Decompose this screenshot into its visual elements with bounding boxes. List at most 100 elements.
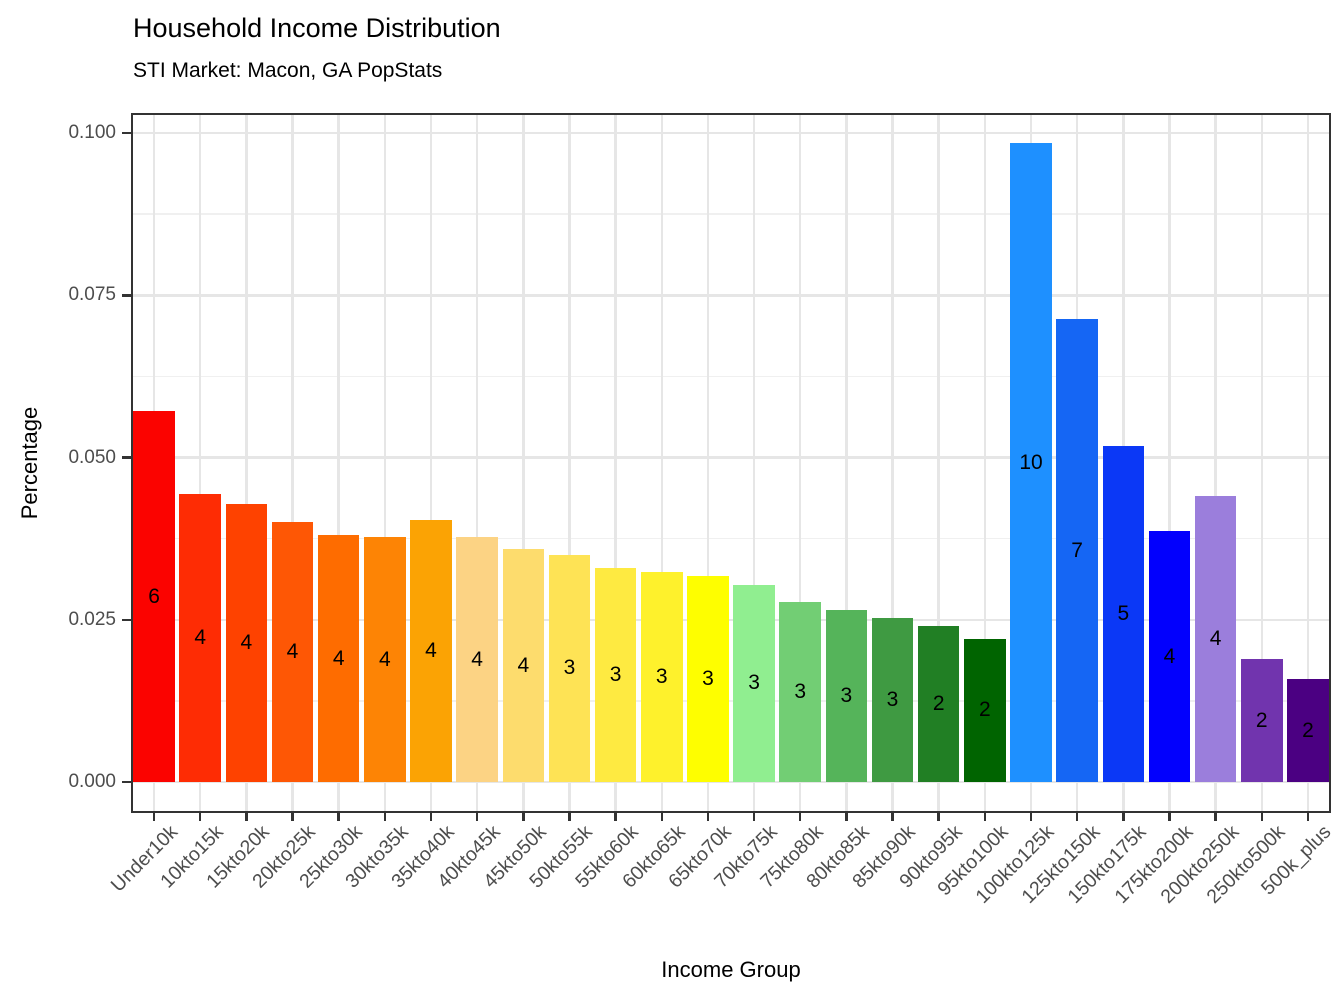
bar-65kto70k bbox=[687, 575, 729, 782]
bar-15kto20k bbox=[225, 504, 268, 782]
x-tick-mark bbox=[245, 813, 248, 821]
x-tick-mark bbox=[383, 813, 387, 821]
bar-20kto25k bbox=[271, 521, 314, 782]
y-major-gridline bbox=[131, 131, 1331, 135]
bar-value-label: 3 bbox=[702, 666, 714, 690]
bar-value-label: 3 bbox=[886, 687, 899, 711]
bar-10kto15k bbox=[179, 493, 221, 782]
x-major-gridline bbox=[568, 113, 571, 813]
bar-value-label: 2 bbox=[978, 698, 991, 722]
bar-150kto175k bbox=[1102, 445, 1145, 782]
bar-value-label: 3 bbox=[840, 684, 853, 707]
y-major-gridline bbox=[131, 294, 1331, 297]
bar-35kto40k bbox=[410, 519, 452, 782]
bar-value-label: 6 bbox=[148, 584, 160, 608]
bar-value-label: 3 bbox=[655, 665, 668, 689]
bar-value-label: 4 bbox=[425, 638, 437, 662]
y-tick-label: 0.000 bbox=[68, 771, 116, 792]
bar-85kto90k bbox=[871, 617, 914, 782]
bar-value-label: 4 bbox=[1163, 644, 1176, 668]
x-tick-mark bbox=[291, 813, 294, 821]
y-tick-label: 0.100 bbox=[68, 122, 116, 143]
x-tick-mark bbox=[614, 813, 617, 821]
x-tick-mark bbox=[1214, 813, 1217, 821]
x-major-gridline bbox=[614, 113, 617, 813]
bar-value-label: 4 bbox=[194, 625, 207, 649]
x-major-gridline bbox=[798, 113, 802, 813]
bar-175kto200k bbox=[1148, 531, 1191, 782]
x-major-gridline bbox=[1168, 113, 1171, 813]
x-major-gridline bbox=[845, 113, 848, 813]
x-tick-mark bbox=[752, 813, 756, 821]
bar-value-label: 4 bbox=[286, 639, 299, 663]
bar-55kto60k bbox=[594, 568, 637, 782]
bar-30kto35k bbox=[364, 537, 406, 782]
y-minor-gridline bbox=[131, 375, 1331, 378]
x-tick-mark bbox=[1029, 813, 1033, 821]
x-tick-mark bbox=[1260, 813, 1264, 821]
x-tick-mark bbox=[568, 813, 571, 821]
y-major-gridline bbox=[131, 456, 1331, 459]
x-major-gridline bbox=[706, 113, 710, 813]
y-major-gridline bbox=[131, 618, 1331, 621]
bar-value-label: 4 bbox=[517, 653, 530, 677]
bar-value-label: 4 bbox=[240, 631, 253, 655]
x-tick-mark bbox=[475, 813, 479, 821]
x-tick-mark bbox=[1122, 813, 1125, 821]
x-tick-mark bbox=[1168, 813, 1171, 821]
bar-value-label: 2 bbox=[1302, 718, 1314, 742]
bar-95kto100k bbox=[964, 638, 1006, 782]
y-minor-gridline bbox=[131, 700, 1331, 702]
x-tick-mark bbox=[198, 813, 202, 821]
bar-500k_plus bbox=[1287, 679, 1329, 782]
x-major-gridline bbox=[937, 113, 940, 813]
x-tick-mark bbox=[798, 813, 802, 821]
bar-75kto80k bbox=[779, 601, 821, 782]
y-tick-mark bbox=[122, 294, 131, 297]
bar-90kto95k bbox=[917, 626, 960, 782]
x-major-gridline bbox=[660, 113, 664, 813]
x-major-gridline bbox=[383, 113, 387, 813]
x-major-gridline bbox=[891, 113, 894, 813]
x-major-gridline bbox=[1260, 113, 1264, 813]
y-tick-mark bbox=[122, 131, 131, 135]
x-tick-mark bbox=[152, 813, 156, 821]
bar-80kto85k bbox=[825, 610, 868, 782]
plot-panel: 6 4 4 4 4 4 4 4 4 3 3 3 3 3 3 3 3 2 2 10 7 5 4 4 2 2 bbox=[131, 113, 1331, 813]
x-major-gridline bbox=[291, 113, 294, 813]
bar-50kto55k bbox=[548, 554, 591, 782]
y-tick-mark bbox=[122, 780, 131, 784]
x-major-gridline bbox=[337, 113, 340, 813]
bar-60kto65k bbox=[641, 572, 683, 782]
bar-value-label: 2 bbox=[1255, 708, 1268, 732]
x-major-gridline bbox=[245, 113, 248, 813]
bar-45kto50k bbox=[502, 549, 545, 782]
bar-value-label: 4 bbox=[1209, 627, 1222, 651]
x-major-gridline bbox=[752, 113, 756, 813]
x-major-gridline bbox=[198, 113, 202, 813]
bar-70kto75k bbox=[733, 584, 775, 782]
bar-250kto500k bbox=[1241, 659, 1283, 782]
bar-100kto125k bbox=[1010, 143, 1052, 782]
x-tick-mark bbox=[337, 813, 340, 821]
x-tick-mark bbox=[845, 813, 848, 821]
x-major-gridline bbox=[429, 113, 433, 813]
bar-40kto45k bbox=[456, 537, 498, 782]
x-major-gridline bbox=[522, 113, 525, 813]
bar-value-label: 3 bbox=[609, 663, 622, 687]
x-tick-mark bbox=[983, 813, 987, 821]
bar-value-label: 5 bbox=[1117, 601, 1130, 625]
bar-value-label: 4 bbox=[471, 647, 483, 671]
x-tick-mark bbox=[660, 813, 664, 821]
x-major-gridline bbox=[983, 113, 987, 813]
y-major-gridline bbox=[131, 780, 1331, 784]
x-tick-mark bbox=[429, 813, 433, 821]
y-minor-gridline bbox=[131, 213, 1331, 215]
x-axis-title: Income Group bbox=[661, 957, 801, 982]
bar-value-label: 10 bbox=[1019, 450, 1043, 474]
y-tick-mark bbox=[122, 618, 131, 621]
bar-Under10k bbox=[133, 411, 175, 782]
x-tick-mark bbox=[1075, 813, 1079, 821]
bar-value-label: 3 bbox=[563, 656, 576, 680]
